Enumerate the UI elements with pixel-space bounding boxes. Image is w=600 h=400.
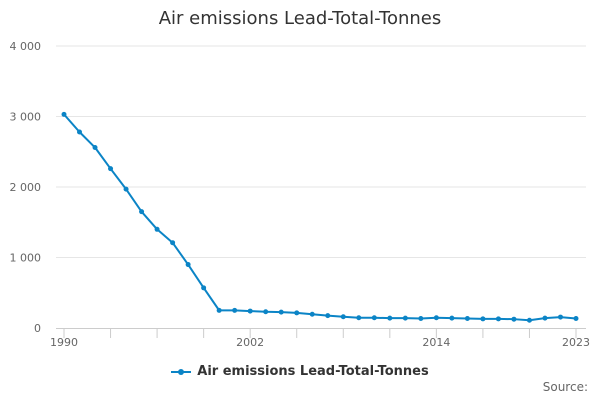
data-point [61, 111, 67, 117]
data-point [573, 315, 579, 321]
data-point [185, 262, 191, 268]
source-label: Source: [542, 380, 588, 394]
data-point [263, 309, 269, 315]
data-point [309, 311, 315, 317]
data-point [154, 226, 160, 232]
data-point [216, 307, 222, 313]
data-point [247, 308, 253, 314]
x-tick-label: 2002 [236, 336, 264, 349]
data-point [201, 285, 207, 291]
y-tick-label: 1 000 [10, 252, 42, 265]
x-tick-label: 2014 [422, 336, 450, 349]
series-layer [61, 111, 579, 323]
data-point [356, 315, 362, 321]
y-tick-label: 2 000 [10, 181, 42, 194]
data-point [402, 315, 408, 321]
x-tick-label: 2023 [562, 336, 590, 349]
data-point [557, 314, 563, 320]
x-axis-ticks: 1990 2002 2014 2023 [50, 336, 590, 349]
series-line [63, 113, 577, 322]
data-point [433, 315, 439, 321]
data-point [340, 314, 346, 320]
x-axis [56, 328, 586, 338]
data-point [123, 186, 129, 192]
data-point [232, 307, 238, 313]
data-point [108, 166, 114, 172]
data-point [387, 315, 393, 321]
y-tick-label: 3 000 [10, 111, 42, 124]
data-point [542, 315, 548, 321]
y-tick-label: 4 000 [10, 40, 42, 53]
data-point [511, 316, 517, 322]
data-point [480, 316, 486, 322]
data-point [464, 315, 470, 321]
data-point [449, 315, 455, 321]
data-point [92, 145, 98, 151]
gridlines [56, 45, 586, 258]
legend[interactable]: Air emissions Lead-Total-Tonnes [0, 364, 600, 379]
chart-title: Air emissions Lead-Total-Tonnes [158, 8, 442, 29]
data-point [139, 209, 145, 215]
data-point [294, 310, 300, 316]
data-point [371, 315, 377, 321]
y-tick-label: 0 [34, 322, 41, 335]
data-point [526, 317, 532, 323]
data-point [77, 129, 83, 135]
x-tick-label: 1990 [50, 336, 78, 349]
data-point [495, 316, 501, 322]
data-point [325, 313, 331, 319]
legend-line-marker-icon [171, 367, 192, 377]
data-point [170, 240, 176, 246]
legend-label: Air emissions Lead-Total-Tonnes [197, 364, 429, 379]
y-axis-ticks: 0 1 000 2 000 3 000 4 000 [10, 40, 42, 335]
data-point [418, 315, 424, 321]
data-point [278, 309, 284, 315]
